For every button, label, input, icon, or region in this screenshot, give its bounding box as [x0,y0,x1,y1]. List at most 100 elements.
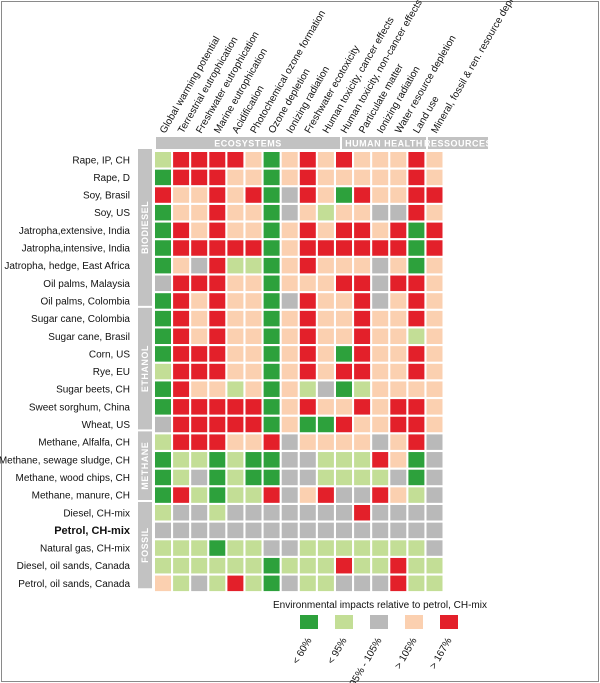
heatmap-cell [245,575,262,592]
heatmap-cell [245,346,262,362]
heatmap-cell [372,293,389,309]
row-label: Jatropha,intensive, India [22,244,131,255]
heatmap-cell [354,310,371,327]
heatmap-cell [245,222,262,239]
heatmap-cell [191,152,208,168]
heatmap-cell [155,240,171,256]
heatmap-cell [354,540,371,556]
row-label: Petrol, CH-mix [54,525,131,537]
heatmap-cell [173,505,190,521]
heatmap-cell [173,204,190,221]
heatmap-cell [390,505,407,521]
heatmap-cell [281,522,298,539]
heatmap-cell [227,328,244,344]
heatmap-cell [155,575,171,592]
heatmap-cell [263,187,280,203]
heatmap-cell [191,293,208,309]
heatmap-cell [227,169,244,186]
heatmap-cell [354,222,371,239]
heatmap-cell [426,275,443,292]
heatmap-cell [299,346,316,362]
heatmap-cell [209,575,226,592]
heatmap-cell [263,487,280,503]
heatmap-cell [299,399,316,415]
row-label: Corn, US [89,349,130,360]
heatmap-cell [390,434,407,450]
heatmap-cell [299,452,316,468]
column-group-bar [428,137,488,149]
heatmap-cell [390,363,407,380]
legend-label: > 167% [428,636,455,671]
heatmap-cell [317,346,334,362]
legend-label: < 95% [326,636,350,666]
heatmap-cell [390,575,407,592]
heatmap-cell [281,399,298,415]
heatmap-cell [281,328,298,344]
heatmap-cell [317,152,334,168]
heatmap-cell [336,346,352,362]
heatmap-cell [263,505,280,521]
heatmap-cell [155,522,171,539]
heatmap-cell [408,293,425,309]
heatmap-cell [317,540,334,556]
heatmap-cell [263,469,280,486]
row-label: Sugar beets, CH [56,385,130,396]
heatmap-cell [336,540,352,556]
heatmap-cell [227,275,244,292]
heatmap-cell [426,434,443,450]
heatmap-cell [209,328,226,344]
heatmap-cell [191,452,208,468]
heatmap-cell [155,222,171,239]
heatmap-cell [173,469,190,486]
heatmap-cell [155,187,171,203]
heatmap-cell [227,575,244,592]
heatmap-cell [299,557,316,574]
heatmap-cell [336,575,352,592]
heatmap-cell [408,310,425,327]
heatmap-cell [155,452,171,468]
heatmap-cell [354,328,371,344]
heatmap-cell [317,505,334,521]
heatmap-cell [354,575,371,592]
heatmap-cell [209,310,226,327]
heatmap-cell [354,522,371,539]
heatmap-cell [263,257,280,274]
row-label: Petrol, oil sands, Canada [18,579,130,590]
row-label: Jatropha, hedge, East Africa [4,261,130,272]
heatmap-cell [354,275,371,292]
heatmap-cell [209,346,226,362]
legend-swatch [405,615,423,629]
heatmap-cell [390,187,407,203]
heatmap-cell [209,293,226,309]
heatmap-cell [227,540,244,556]
heatmap-cell [155,204,171,221]
heatmap-cell [317,363,334,380]
heatmap-cell [336,505,352,521]
heatmap-cell [227,222,244,239]
heatmap-cell [354,152,371,168]
heatmap-cell [336,452,352,468]
row-group-label: BIODIESEL [140,201,150,254]
heatmap-cell [372,469,389,486]
heatmap-cell [209,204,226,221]
heatmap-cell [372,505,389,521]
heatmap-cell [317,399,334,415]
heatmap-cell [227,505,244,521]
row-label: Methane, sewage sludge, CH [0,455,130,466]
heatmap-cell [155,381,171,397]
heatmap-cell [372,275,389,292]
row-label: Sweet sorghum, China [29,402,131,413]
column-group-label: RESSOURCES [424,139,492,149]
row-label: Diesel, oil sands, Canada [17,561,131,572]
heatmap-cell [372,557,389,574]
heatmap-cell [336,469,352,486]
heatmap-cell [372,346,389,362]
heatmap-cell [426,346,443,362]
heatmap-cell [263,452,280,468]
legend-swatch [370,615,388,629]
heatmap-cell [317,328,334,344]
heatmap-cell [227,487,244,503]
heatmap-cell [209,275,226,292]
heatmap-cell [155,328,171,344]
heatmap-cell [426,557,443,574]
